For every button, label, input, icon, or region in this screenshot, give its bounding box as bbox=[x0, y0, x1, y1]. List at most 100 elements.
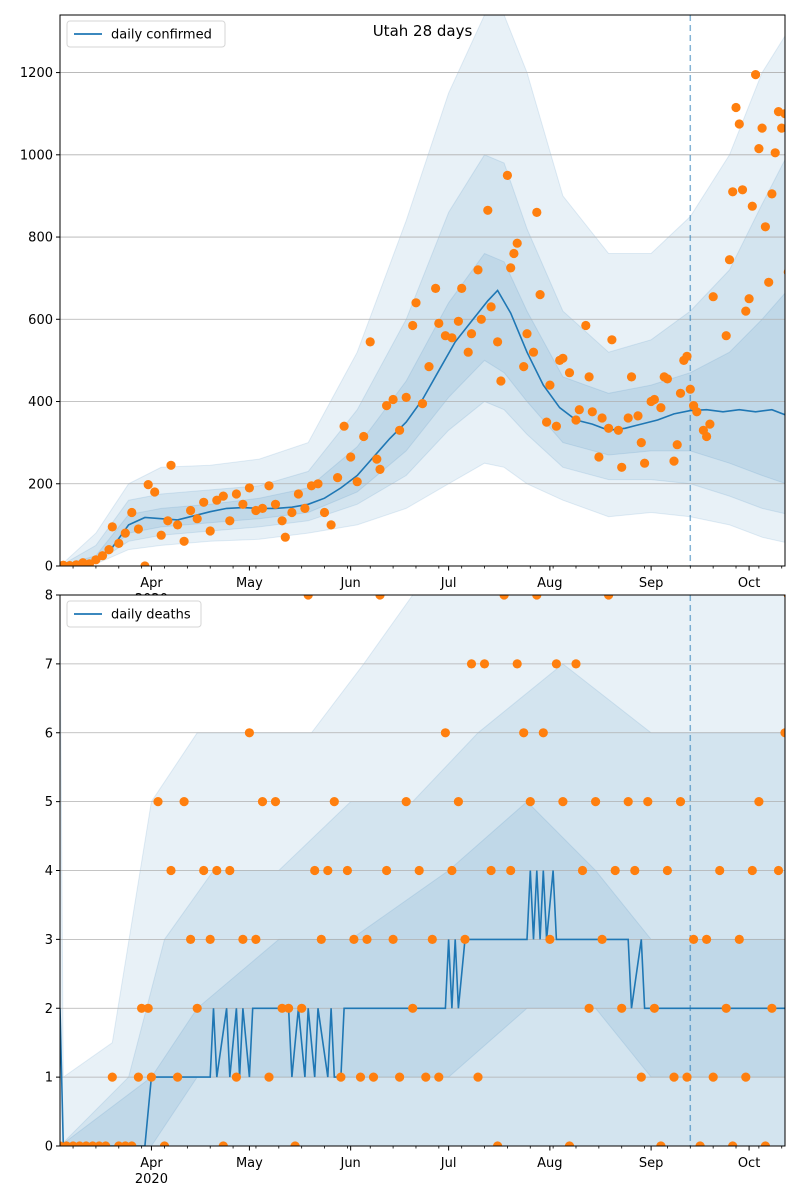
data-point bbox=[588, 407, 597, 416]
data-point bbox=[643, 797, 652, 806]
data-point bbox=[434, 319, 443, 328]
data-point bbox=[689, 935, 698, 944]
x-tick-label: Apr bbox=[140, 1156, 163, 1171]
data-point bbox=[114, 539, 123, 548]
data-point bbox=[206, 935, 215, 944]
data-point bbox=[565, 368, 574, 377]
x-tick-label: Oct bbox=[738, 576, 760, 591]
y-tick-label: 0 bbox=[45, 560, 53, 575]
data-point bbox=[748, 202, 757, 211]
data-point bbox=[611, 866, 620, 875]
data-point bbox=[581, 321, 590, 330]
data-point bbox=[336, 1073, 345, 1082]
data-point bbox=[676, 389, 685, 398]
data-point bbox=[362, 935, 371, 944]
data-point bbox=[343, 866, 352, 875]
data-point bbox=[333, 473, 342, 482]
data-point bbox=[682, 352, 691, 361]
data-point bbox=[359, 432, 368, 441]
data-point bbox=[787, 797, 796, 806]
data-point bbox=[624, 413, 633, 422]
data-point bbox=[428, 935, 437, 944]
y-tick-label: 8 bbox=[45, 589, 53, 604]
data-point bbox=[519, 362, 528, 371]
data-point bbox=[467, 659, 476, 668]
data-point bbox=[794, 797, 800, 806]
data-point bbox=[150, 487, 159, 496]
data-point bbox=[287, 508, 296, 517]
x-tick-label: May bbox=[236, 1156, 263, 1171]
data-point bbox=[144, 1004, 153, 1013]
data-point bbox=[519, 728, 528, 737]
data-point bbox=[686, 385, 695, 394]
data-point bbox=[715, 866, 724, 875]
data-point bbox=[692, 407, 701, 416]
data-point bbox=[232, 1073, 241, 1082]
data-point bbox=[513, 239, 522, 248]
data-point bbox=[571, 659, 580, 668]
data-point bbox=[614, 426, 623, 435]
data-point bbox=[705, 420, 714, 429]
data-point bbox=[522, 329, 531, 338]
data-point bbox=[340, 422, 349, 431]
data-point bbox=[408, 321, 417, 330]
data-point bbox=[506, 866, 515, 875]
data-point bbox=[219, 492, 228, 501]
data-point bbox=[245, 728, 254, 737]
data-point bbox=[702, 935, 711, 944]
data-point bbox=[754, 797, 763, 806]
x-tick-label: Jul bbox=[440, 1156, 457, 1171]
data-point bbox=[225, 516, 234, 525]
data-point bbox=[271, 500, 280, 509]
data-point bbox=[147, 1073, 156, 1082]
data-point bbox=[454, 317, 463, 326]
data-point bbox=[212, 866, 221, 875]
data-point bbox=[180, 797, 189, 806]
data-point bbox=[725, 255, 734, 264]
data-point bbox=[794, 68, 800, 77]
data-point bbox=[558, 354, 567, 363]
y-tick-label: 1000 bbox=[20, 148, 53, 163]
data-point bbox=[591, 797, 600, 806]
data-point bbox=[284, 1004, 293, 1013]
data-point bbox=[447, 866, 456, 875]
data-point bbox=[460, 935, 469, 944]
data-point bbox=[375, 465, 384, 474]
x-tick-label: May bbox=[236, 576, 263, 591]
data-point bbox=[480, 659, 489, 668]
data-point bbox=[238, 935, 247, 944]
data-point bbox=[483, 206, 492, 215]
x-tick-year-label: 2020 bbox=[135, 1172, 168, 1187]
data-point bbox=[382, 866, 391, 875]
data-point bbox=[669, 1073, 678, 1082]
data-point bbox=[108, 522, 117, 531]
data-point bbox=[702, 432, 711, 441]
data-point bbox=[630, 866, 639, 875]
data-point bbox=[402, 797, 411, 806]
data-point bbox=[173, 520, 182, 529]
data-point bbox=[144, 480, 153, 489]
data-point bbox=[238, 500, 247, 509]
data-point bbox=[389, 935, 398, 944]
data-point bbox=[467, 329, 476, 338]
data-point bbox=[529, 348, 538, 357]
data-point bbox=[434, 1073, 443, 1082]
data-point bbox=[395, 426, 404, 435]
data-point bbox=[317, 935, 326, 944]
chart-title: Utah 28 days bbox=[373, 22, 473, 40]
data-point bbox=[758, 124, 767, 133]
x-tick-label: Sep bbox=[639, 576, 664, 591]
data-point bbox=[506, 263, 515, 272]
y-tick-label: 4 bbox=[45, 864, 53, 879]
y-tick-label: 600 bbox=[28, 313, 53, 328]
data-point bbox=[585, 372, 594, 381]
data-point bbox=[310, 866, 319, 875]
data-point bbox=[585, 1004, 594, 1013]
data-point bbox=[327, 520, 336, 529]
data-point bbox=[754, 144, 763, 153]
data-point bbox=[598, 935, 607, 944]
data-point bbox=[633, 411, 642, 420]
data-point bbox=[372, 455, 381, 464]
data-point bbox=[545, 935, 554, 944]
